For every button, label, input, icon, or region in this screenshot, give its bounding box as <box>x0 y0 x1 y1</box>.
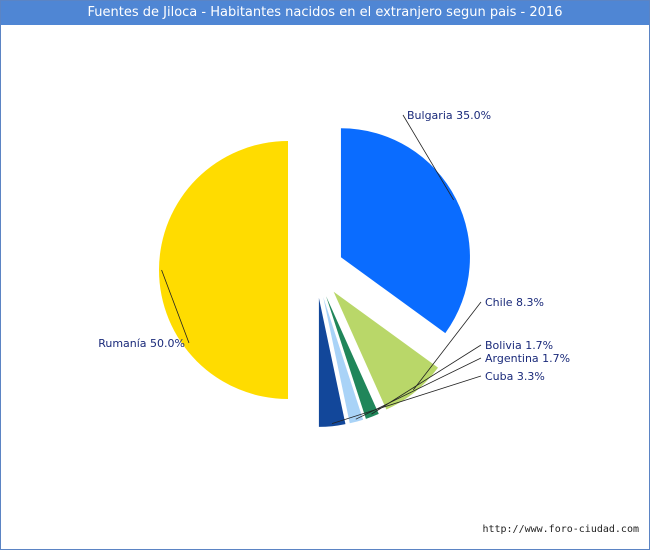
pie-slice-chile <box>333 291 439 410</box>
leader-line <box>402 114 454 201</box>
slice-label: Argentina 1.7% <box>485 352 570 365</box>
slice-label: Bulgaria 35.0% <box>407 109 491 122</box>
slice-label: Cuba 3.3% <box>485 370 545 383</box>
leader-line <box>412 301 482 391</box>
pie-slice-bulgaria <box>340 128 470 334</box>
pie-slice-cuba <box>318 297 346 427</box>
source-credit: http://www.foro-ciudad.com <box>482 524 639 535</box>
pie-slice-bolivia <box>326 296 379 419</box>
leader-line <box>161 269 190 344</box>
chart-title: Fuentes de Jiloca - Habitantes nacidos e… <box>1 1 649 25</box>
pie-slice-argentina <box>323 297 364 424</box>
slice-label: Rumanía 50.0% <box>98 337 185 350</box>
slice-label: Bolivia 1.7% <box>485 339 553 352</box>
pie-slice-rumanía <box>159 141 288 399</box>
pie-chart: Bulgaria 35.0% Chile 8.3% Bolivia 1.7%Arge… <box>98 109 570 427</box>
leader-line <box>331 375 482 424</box>
chart-area: Bulgaria 35.0% Chile 8.3% Bolivia 1.7% Arge… <box>1 25 649 549</box>
slice-label: Chile 8.3% <box>485 296 544 309</box>
